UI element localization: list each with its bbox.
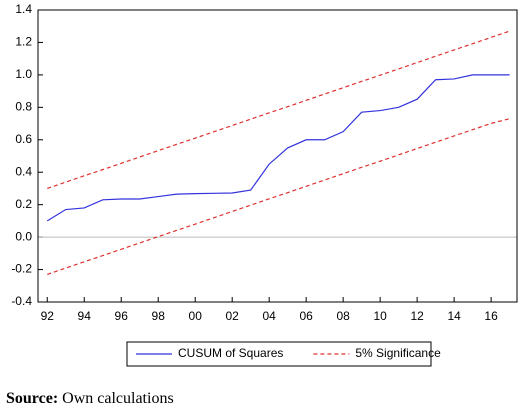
x-tick-label: 08	[336, 309, 350, 323]
source-label: Source:	[6, 390, 58, 407]
plot-frame	[37, 9, 518, 303]
y-tick-label: 0.4	[15, 164, 32, 178]
legend-label: 5% Significance	[355, 346, 441, 360]
series-line	[47, 30, 510, 190]
source-note: Source: Own calculations	[6, 390, 174, 407]
x-tick-label: 10	[373, 309, 387, 323]
x-tick-label: 16	[484, 309, 498, 323]
x-tick-label: 12	[410, 309, 424, 323]
x-tick-label: 02	[226, 309, 240, 323]
legend: CUSUM of Squares 5% Significance	[126, 341, 441, 367]
y-tick-label: -0.2	[11, 262, 32, 276]
y-tick-label: 0.6	[15, 132, 32, 146]
y-tick-label: 0.8	[15, 100, 32, 114]
legend-box	[126, 341, 432, 367]
x-tick-label: 04	[262, 309, 276, 323]
series-line	[46, 74, 510, 222]
y-tick-label: 0.2	[15, 197, 32, 211]
x-tick-label: 92	[41, 309, 55, 323]
x-tick-label: 06	[299, 309, 313, 323]
y-tick-label: 1.0	[15, 67, 32, 81]
source-text: Own calculations	[62, 390, 174, 407]
x-tick-label: 00	[189, 309, 203, 323]
x-tick-label: 94	[78, 309, 92, 323]
x-tick-label: 96	[115, 309, 129, 323]
y-tick-label: -0.4	[11, 294, 32, 308]
y-tick-label: 1.2	[15, 35, 32, 49]
series-line	[47, 118, 510, 275]
legend-label: CUSUM of Squares	[178, 346, 283, 360]
x-tick-label: 14	[447, 309, 461, 323]
y-tick-label: 1.4	[15, 2, 32, 16]
x-tick-label: 98	[152, 309, 166, 323]
y-tick-label: 0.0	[15, 229, 32, 243]
